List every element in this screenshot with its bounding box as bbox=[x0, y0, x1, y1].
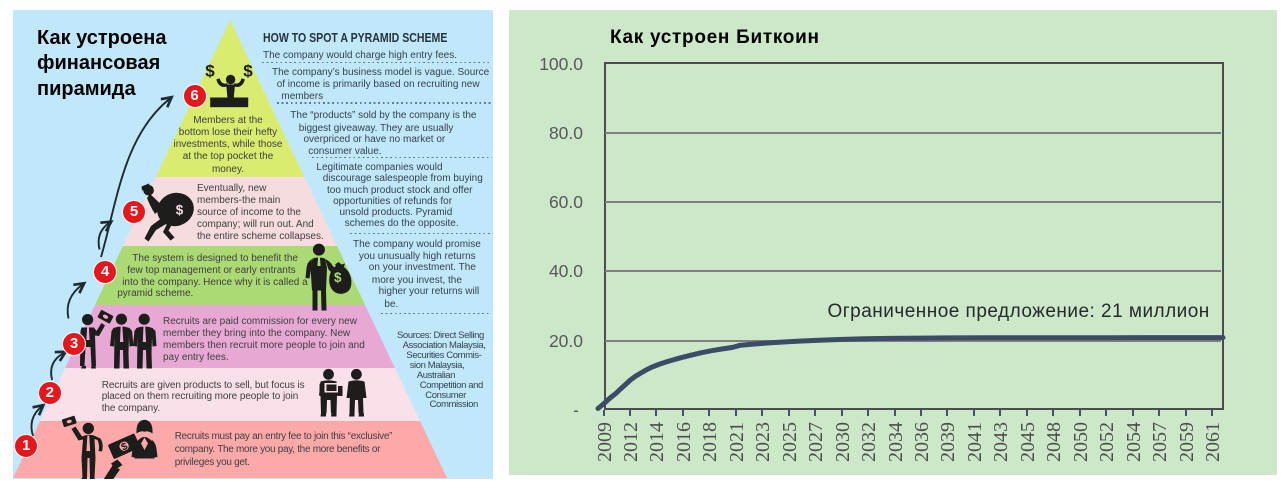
svg-text:$: $ bbox=[119, 440, 129, 453]
svg-text:$: $ bbox=[205, 62, 215, 81]
svg-text:$: $ bbox=[243, 62, 253, 81]
svg-text:$: $ bbox=[334, 270, 342, 285]
svg-text:$: $ bbox=[176, 203, 184, 218]
